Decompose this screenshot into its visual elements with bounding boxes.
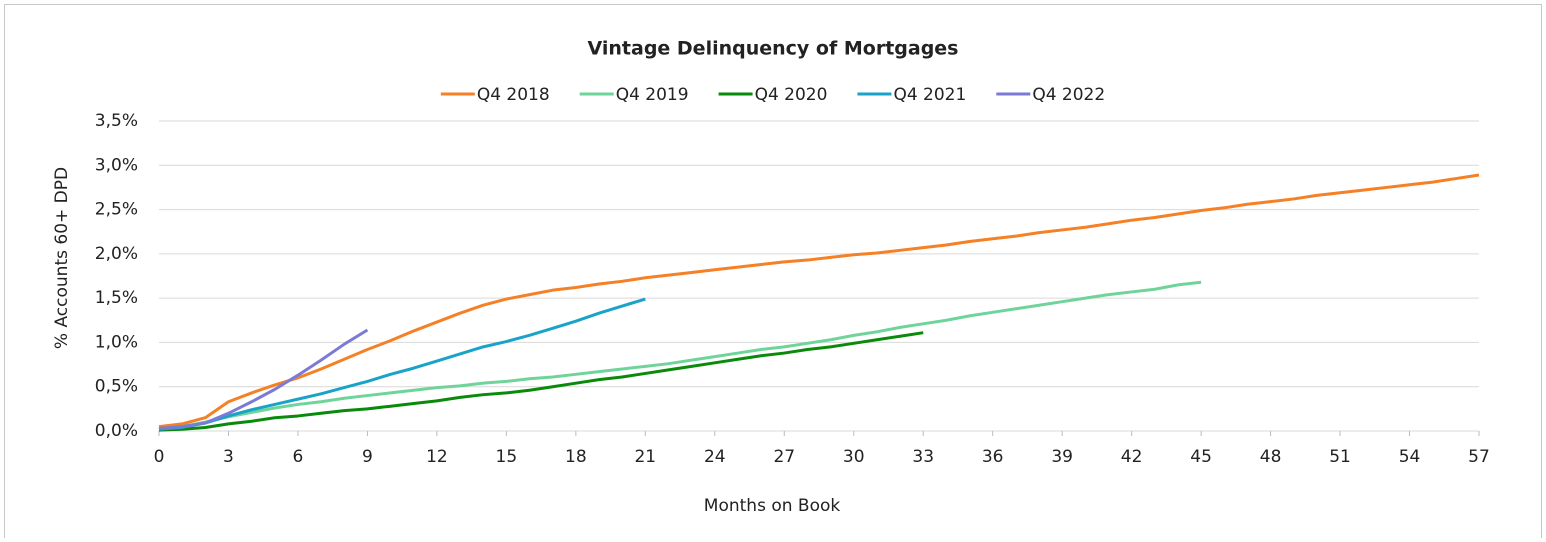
x-tick-label: 51: [1329, 447, 1351, 467]
y-tick-label: 1,5%: [95, 288, 138, 308]
y-tick-label: 3,5%: [95, 111, 138, 131]
x-tick-label: 27: [773, 447, 795, 467]
legend-label: Q4 2018: [477, 85, 550, 105]
x-tick-label: 33: [912, 447, 934, 467]
y-tick-label: 2,5%: [95, 200, 138, 220]
y-tick-label: 2,0%: [95, 244, 138, 264]
x-tick-label: 36: [982, 447, 1004, 467]
y-tick-label: 0,5%: [95, 377, 138, 397]
x-tick-label: 0: [154, 447, 165, 467]
y-tick-label: 0,0%: [95, 421, 138, 441]
x-tick-label: 39: [1051, 447, 1073, 467]
x-tick-label: 12: [426, 447, 448, 467]
frame: [4, 4, 1542, 542]
series-line: [158, 328, 369, 430]
x-tick-label: 15: [496, 447, 518, 467]
x-axis-label: Months on Book: [704, 496, 841, 516]
legend-label: Q4 2019: [616, 85, 689, 105]
chart-title: Vintage Delinquency of Mortgages: [588, 38, 959, 60]
y-tick-label: 3,0%: [95, 155, 138, 175]
legend-label: Q4 2022: [1032, 85, 1105, 105]
x-tick-label: 24: [704, 447, 726, 467]
series-line: [158, 280, 1202, 431]
x-tick-label: 18: [565, 447, 587, 467]
legend-label: Q4 2020: [755, 85, 828, 105]
x-tick-label: 42: [1121, 447, 1143, 467]
legend-label: Q4 2021: [893, 85, 966, 105]
x-tick-label: 3: [223, 447, 234, 467]
x-tick-label: 45: [1190, 447, 1212, 467]
x-tick-label: 48: [1260, 447, 1282, 467]
series-line: [158, 297, 646, 431]
x-tick-label: 30: [843, 447, 865, 467]
x-tick-label: 6: [293, 447, 304, 467]
series-line: [158, 331, 924, 432]
y-axis-label: % Accounts 60+ DPD: [52, 167, 72, 349]
x-tick-label: 57: [1468, 447, 1490, 467]
x-tick-label: 54: [1399, 447, 1421, 467]
x-tick-label: 9: [362, 447, 373, 467]
series-line: [158, 173, 1480, 429]
x-tick-label: 21: [634, 447, 656, 467]
y-tick-label: 1,0%: [95, 332, 138, 352]
